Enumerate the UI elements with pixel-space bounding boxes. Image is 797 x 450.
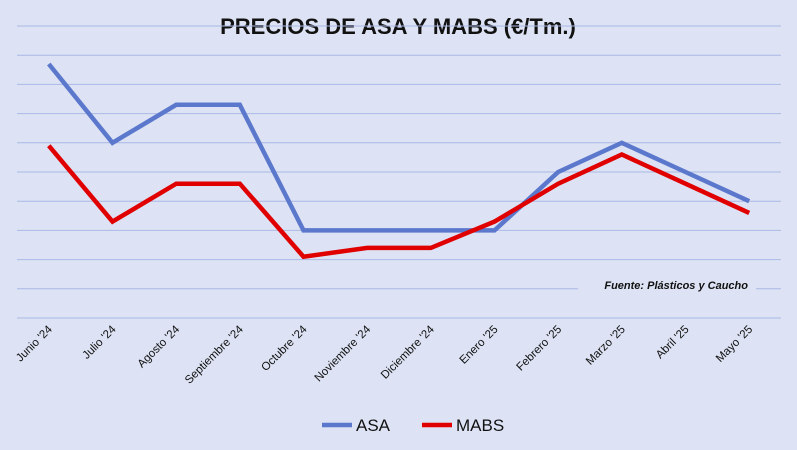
source-annotation: Fuente: Plásticos y Caucho — [604, 280, 748, 292]
x-tick-label: Octubre '24 — [259, 323, 310, 374]
x-tick-label: Abril '25 — [654, 324, 692, 362]
x-tick-labels: Junio '24 Julio '24 Agosto '24 Septiembre '… — [14, 323, 755, 386]
x-tick-label: Febrero '25 — [514, 324, 564, 374]
x-tick-label: Enero '25 — [458, 324, 501, 367]
x-tick-label: Agosto '24 — [136, 323, 183, 370]
legend-label-asa: ASA — [356, 416, 391, 435]
x-tick-label: Marzo '25 — [584, 324, 628, 368]
x-tick-label: Diciembre '24 — [379, 323, 437, 381]
annotation-background — [578, 276, 756, 294]
series-line-asa — [47, 62, 751, 233]
series-lines — [47, 62, 751, 260]
series-line-mabs — [47, 144, 751, 260]
gridlines — [17, 25, 781, 319]
legend-label-mabs: MABS — [456, 416, 504, 435]
x-tick-label: Julio '24 — [81, 323, 119, 361]
x-tick-label: Mayo '25 — [714, 324, 755, 365]
x-tick-label: Junio '24 — [14, 323, 55, 364]
x-tick-label: Noviembre '24 — [313, 323, 374, 384]
legend: ASA MABS — [322, 416, 504, 435]
x-tick-label: Septiembre '24 — [183, 323, 246, 386]
